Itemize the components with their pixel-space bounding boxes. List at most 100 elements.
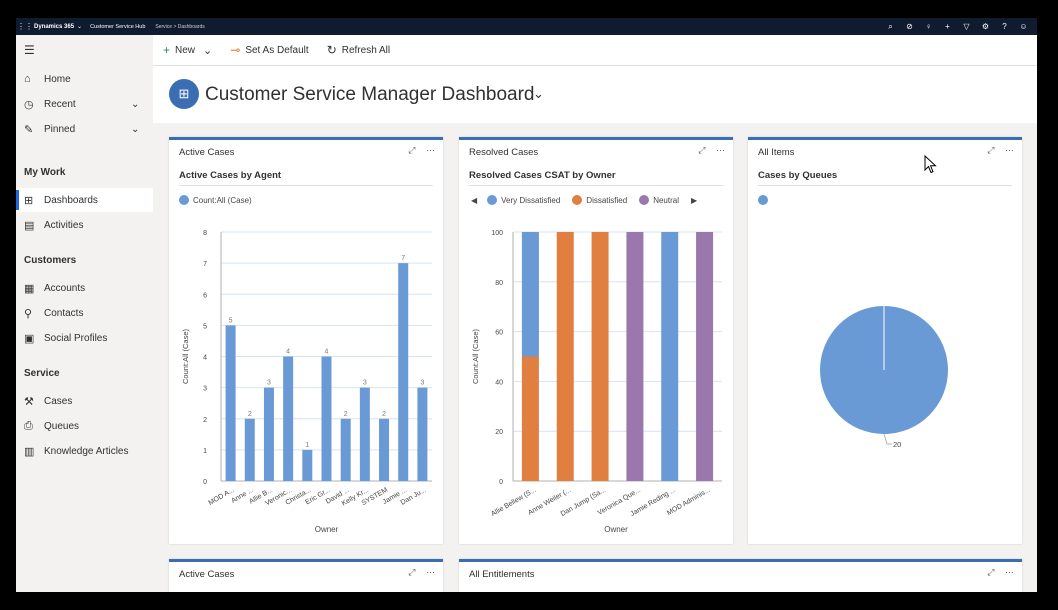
top-navigation-bar: ⋮⋮ Dynamics 365 ⌄ Customer Service Hub S…	[16, 18, 1037, 35]
more-options-icon[interactable]: ⋯	[1005, 567, 1014, 577]
sidebar-item-contacts[interactable]: ⚲ Contacts	[16, 301, 153, 325]
new-button[interactable]: + New ⌄	[163, 43, 212, 57]
plus-icon: +	[163, 43, 171, 57]
mouse-cursor-icon	[924, 155, 937, 174]
legend-next-icon[interactable]: ▶	[691, 195, 698, 205]
app-launcher-icon[interactable]: ⋮⋮	[17, 22, 33, 31]
dashboard-icon: ⊞	[24, 194, 34, 207]
sidebar-item-dashboards[interactable]: ⊞ Dashboards	[16, 188, 153, 212]
data-label: 2	[248, 411, 252, 418]
sidebar-item-label: Social Profiles	[44, 332, 108, 344]
chevron-down-icon[interactable]: ⌄	[203, 44, 213, 57]
y-tick-label: 3	[203, 386, 207, 393]
legend-label: Count:All (Case)	[193, 195, 252, 205]
sidebar-item-label: Recent	[44, 98, 76, 110]
sidebar-item-activities[interactable]: ▤ Activities	[16, 213, 153, 237]
sidebar-item-accounts[interactable]: ▦ Accounts	[16, 276, 153, 300]
lightbulb-check-icon[interactable]: ⊘	[906, 22, 913, 31]
group-heading-my-work: My Work	[24, 167, 66, 178]
expand-icon[interactable]: ⤢	[698, 145, 706, 155]
sidebar-item-pinned[interactable]: ✎ Pinned ⌄	[16, 117, 153, 141]
legend-label: Very Dissatisfied	[501, 195, 561, 205]
bar-segment	[521, 356, 539, 481]
app-window: ⋮⋮ Dynamics 365 ⌄ Customer Service Hub S…	[16, 18, 1037, 592]
page-title: Customer Service Manager Dashboard	[205, 84, 535, 105]
sidebar-item-knowledge-articles[interactable]: ▥ Knowledge Articles	[16, 439, 153, 463]
card-title: All Entitlements	[469, 569, 535, 580]
bar	[321, 356, 332, 481]
home-icon: ⌂	[24, 73, 31, 85]
hamburger-menu-icon[interactable]: ☰	[24, 43, 35, 57]
brand-name[interactable]: Dynamics 365	[34, 23, 75, 30]
legend-item[interactable]: Very Dissatisfied	[487, 195, 560, 205]
card-all-items: All Items ⤢ ⋯ Cases by Queues 20	[748, 137, 1022, 544]
data-label: 4	[325, 349, 329, 356]
legend-dot	[572, 195, 583, 205]
expand-icon[interactable]: ⤢	[987, 567, 995, 577]
set-as-default-button[interactable]: ⊸ Set As Default	[230, 43, 308, 57]
legend-item[interactable]: Neutral	[639, 195, 679, 205]
gear-icon[interactable]: ⚙	[981, 22, 990, 31]
user-icon[interactable]: ☺	[1019, 22, 1028, 31]
chart-title: Resolved Cases CSAT by Owner	[469, 170, 616, 181]
dashboard-selector-chevron-icon[interactable]: ⌄	[533, 86, 544, 101]
wrench-icon: ⚒	[24, 395, 34, 408]
breadcrumb[interactable]: Service > Dashboards	[155, 23, 205, 30]
y-axis-title: Count:All (Case)	[471, 328, 480, 384]
y-tick-label: 6	[203, 292, 207, 299]
chart-legend: Count:All (Case)	[179, 195, 264, 205]
bar-segment	[696, 232, 714, 481]
bar-segment	[591, 232, 609, 481]
chevron-down-icon[interactable]: ⌄	[131, 123, 140, 135]
legend-item[interactable]: Dissatisfied	[572, 195, 627, 205]
bar-segment	[556, 232, 574, 481]
sidebar-item-queues[interactable]: ⎙ Queues	[16, 414, 153, 438]
data-label: 3	[363, 380, 367, 387]
data-label: 5	[229, 317, 233, 324]
data-label: 2	[344, 411, 348, 418]
card-active-cases: Active Cases ⤢ ⋯ Active Cases by Agent C…	[169, 137, 443, 544]
bar-segment	[626, 232, 644, 481]
legend-item[interactable]	[758, 195, 772, 205]
legend-item[interactable]: Count:All (Case)	[179, 195, 252, 205]
sidebar-item-label: Dashboards	[44, 194, 98, 206]
command-bar: + New ⌄ ⊸ Set As Default ↻ Refresh All	[153, 35, 1037, 66]
divider	[469, 185, 723, 186]
expand-icon[interactable]: ⤢	[987, 145, 995, 155]
sidebar-item-recent[interactable]: ◷ Recent ⌄	[16, 92, 153, 116]
help-icon[interactable]: ?	[1002, 22, 1007, 31]
more-options-icon[interactable]: ⋯	[1005, 145, 1014, 155]
sidebar-item-label: Pinned	[44, 123, 76, 135]
filter-icon[interactable]: ▽	[963, 22, 970, 31]
chevron-down-icon[interactable]: ⌄	[77, 24, 83, 30]
legend-prev-icon[interactable]: ◀	[471, 195, 478, 205]
app-name[interactable]: Customer Service Hub	[90, 23, 146, 30]
legend-label: Neutral	[653, 195, 679, 205]
divider	[758, 185, 1012, 186]
y-tick-label: 80	[495, 280, 503, 287]
more-options-icon[interactable]: ⋯	[426, 567, 435, 577]
chart-title: Active Cases by Agent	[179, 170, 282, 181]
refresh-all-label: Refresh All	[341, 44, 391, 56]
refresh-all-button[interactable]: ↻ Refresh All	[327, 43, 390, 57]
expand-icon[interactable]: ⤢	[408, 567, 416, 577]
plus-icon[interactable]: +	[945, 22, 950, 31]
lightbulb-icon[interactable]: ♀	[925, 22, 932, 31]
card-title: Resolved Cases	[469, 147, 539, 158]
search-icon[interactable]: ⌕	[888, 21, 893, 31]
chevron-down-icon[interactable]: ⌄	[131, 98, 140, 110]
sidebar-item-cases[interactable]: ⚒ Cases	[16, 389, 153, 413]
sidebar-item-label: Activities	[44, 219, 84, 231]
sidebar-item-social-profiles[interactable]: ▣ Social Profiles	[16, 326, 153, 350]
card-resolved-cases: Resolved Cases ⤢ ⋯ Resolved Cases CSAT b…	[459, 137, 733, 544]
bar	[244, 418, 255, 481]
bar	[340, 418, 351, 481]
new-button-label: New	[175, 44, 196, 56]
more-options-icon[interactable]: ⋯	[716, 145, 725, 155]
bar	[302, 449, 313, 481]
more-options-icon[interactable]: ⋯	[426, 145, 435, 155]
bar	[263, 387, 274, 481]
sidebar-item-home[interactable]: ⌂ Home	[16, 67, 153, 91]
expand-icon[interactable]: ⤢	[408, 145, 416, 155]
sidebar-item-label: Knowledge Articles	[44, 445, 129, 457]
